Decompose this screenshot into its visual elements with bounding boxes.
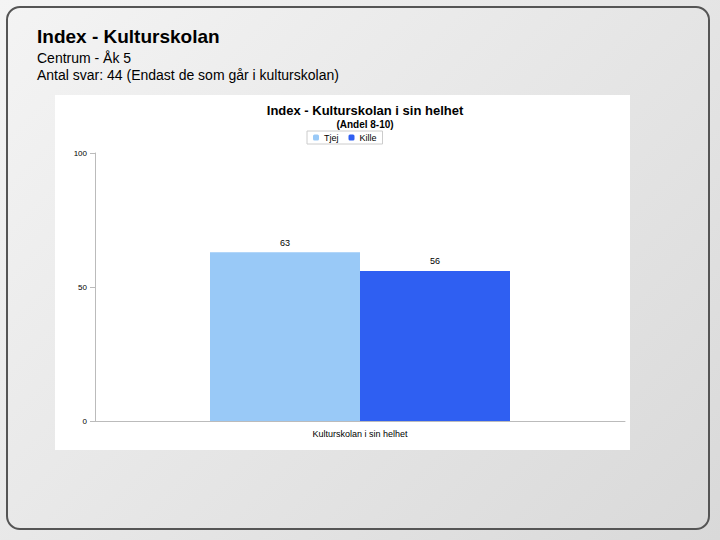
svg-text:Kille: Kille <box>360 133 377 143</box>
svg-text:Kulturskolan i sin helhet: Kulturskolan i sin helhet <box>312 429 408 439</box>
svg-text:(Andel 8-10): (Andel 8-10) <box>336 119 393 130</box>
svg-text:Tjej: Tjej <box>324 133 339 143</box>
html-text:Centrum - Åk 5: Centrum - Åk 5 <box>37 50 132 66</box>
svg-text:63: 63 <box>280 238 290 248</box>
svg-text:0: 0 <box>83 417 88 426</box>
svg-text:100: 100 <box>74 149 88 158</box>
html-text:Index - Kulturskolan: Index - Kulturskolan <box>37 26 220 47</box>
svg-text:50: 50 <box>78 283 87 292</box>
svg-text:Index - Kulturskolan i sin hel: Index - Kulturskolan i sin helhet <box>267 103 464 118</box>
html-text:Antal svar: 44 (Endast de som: Antal svar: 44 (Endast de som går i kult… <box>37 67 339 83</box>
svg-text:56: 56 <box>430 256 440 266</box>
